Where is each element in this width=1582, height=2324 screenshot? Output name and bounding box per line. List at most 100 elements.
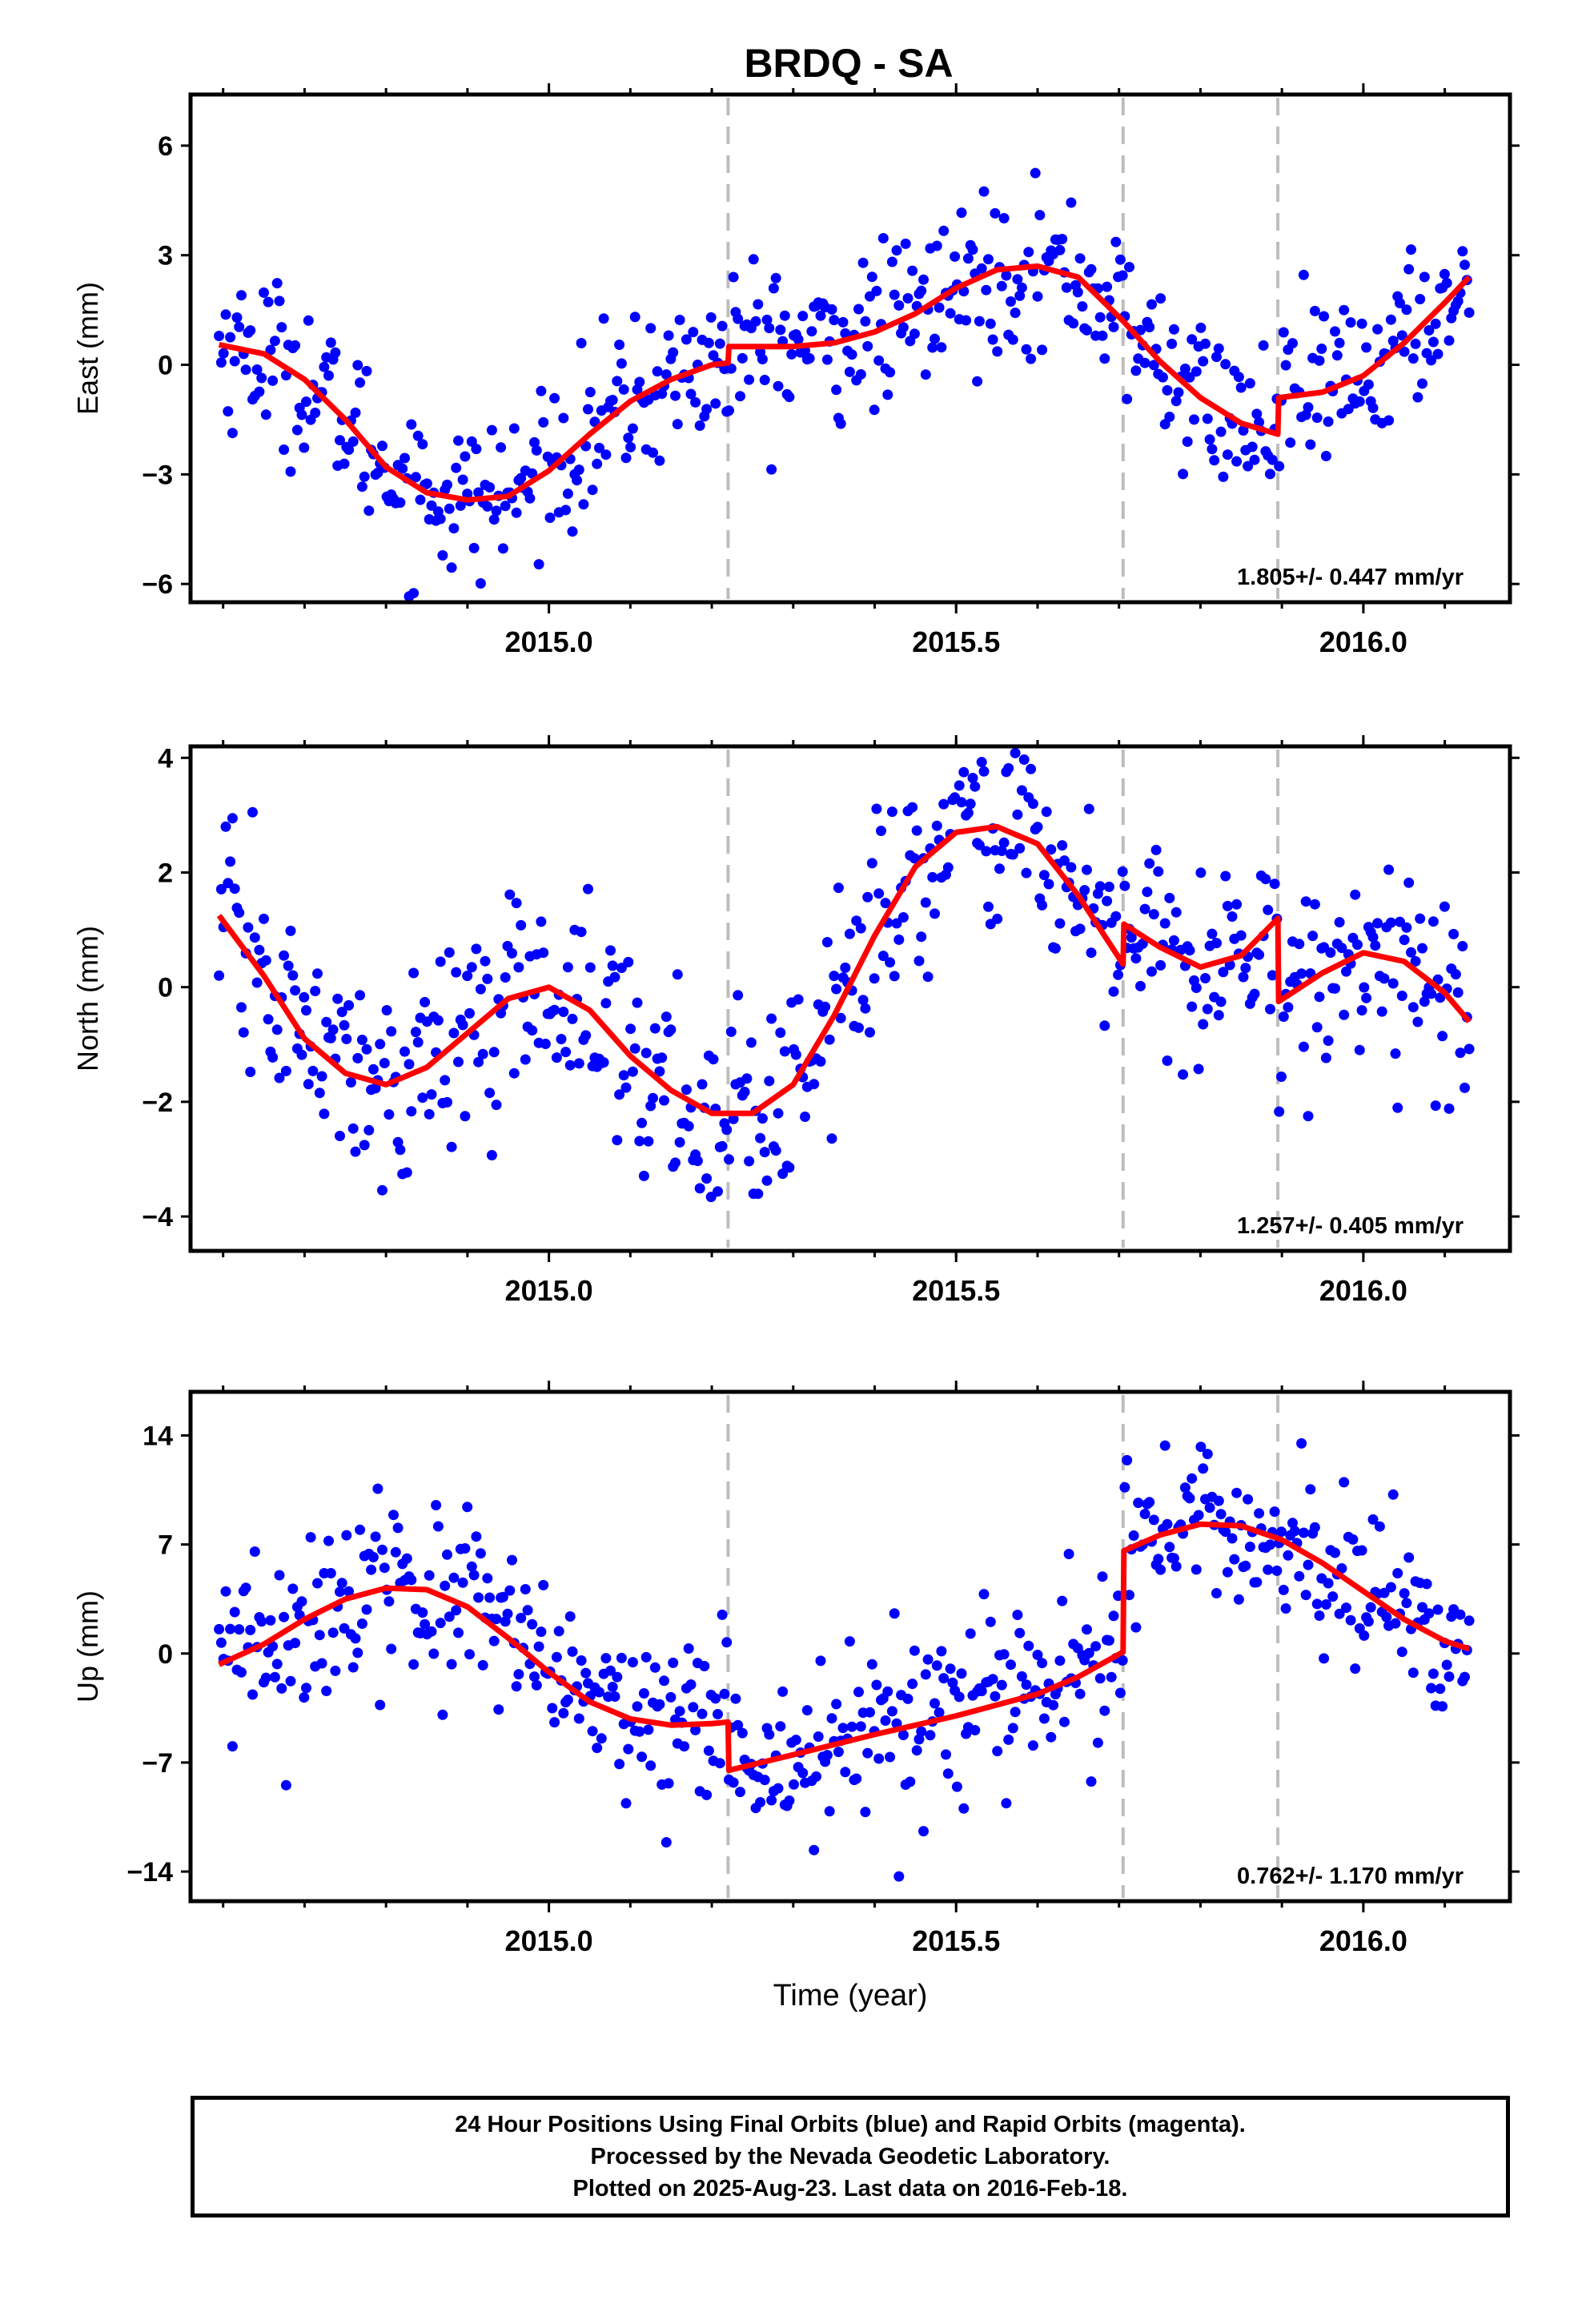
data-point bbox=[475, 578, 486, 589]
data-point bbox=[1233, 372, 1244, 383]
data-point bbox=[683, 1120, 694, 1132]
data-point bbox=[1157, 372, 1168, 383]
data-point bbox=[889, 971, 900, 982]
data-point bbox=[661, 1837, 672, 1848]
data-point bbox=[735, 391, 745, 402]
data-point bbox=[1170, 396, 1182, 407]
data-point bbox=[701, 404, 713, 415]
data-point bbox=[1114, 1687, 1126, 1699]
data-point bbox=[375, 1039, 386, 1050]
data-point bbox=[350, 1146, 361, 1157]
data-point bbox=[451, 462, 462, 473]
data-point bbox=[855, 1721, 866, 1732]
data-point bbox=[853, 1022, 864, 1033]
data-point bbox=[1254, 416, 1265, 428]
data-point bbox=[733, 1719, 744, 1731]
data-point bbox=[766, 464, 777, 475]
data-point bbox=[625, 1023, 636, 1035]
data-point bbox=[1108, 321, 1119, 332]
data-point bbox=[511, 898, 522, 909]
data-point bbox=[755, 1797, 766, 1807]
data-point bbox=[930, 333, 940, 344]
data-point bbox=[1179, 1482, 1191, 1494]
data-point bbox=[229, 356, 240, 367]
data-point bbox=[1082, 1624, 1092, 1635]
data-point bbox=[871, 1679, 882, 1691]
data-point bbox=[1274, 460, 1285, 472]
data-point bbox=[1186, 334, 1198, 345]
data-point bbox=[1330, 1547, 1340, 1558]
data-point bbox=[339, 1622, 350, 1634]
data-point bbox=[1309, 1522, 1320, 1533]
data-point bbox=[1430, 1100, 1441, 1112]
data-point bbox=[508, 1068, 520, 1079]
data-point bbox=[267, 1641, 279, 1652]
data-point bbox=[941, 1749, 951, 1760]
data-point bbox=[938, 225, 950, 236]
data-point bbox=[907, 265, 918, 276]
data-point bbox=[877, 951, 889, 962]
data-point bbox=[1345, 1614, 1356, 1626]
data-point bbox=[1066, 862, 1077, 873]
data-point bbox=[998, 1649, 1010, 1660]
data-point bbox=[1379, 973, 1390, 984]
data-point bbox=[573, 464, 584, 476]
data-point bbox=[265, 344, 276, 356]
data-point bbox=[768, 283, 779, 294]
data-point bbox=[488, 1635, 500, 1647]
data-point bbox=[1455, 1047, 1466, 1059]
data-point bbox=[1387, 1489, 1399, 1500]
data-point bbox=[417, 1607, 428, 1618]
data-point bbox=[967, 244, 978, 255]
data-point bbox=[1173, 387, 1184, 398]
data-point bbox=[1153, 866, 1164, 877]
data-point bbox=[1427, 916, 1439, 927]
data-point bbox=[974, 316, 985, 327]
data-point bbox=[274, 1570, 285, 1581]
data-point bbox=[1303, 1559, 1314, 1570]
data-point bbox=[1213, 1010, 1224, 1021]
data-point bbox=[587, 485, 598, 496]
data-point bbox=[1276, 1526, 1287, 1538]
data-point bbox=[562, 489, 573, 499]
data-point bbox=[1027, 798, 1038, 810]
data-point bbox=[784, 1795, 795, 1806]
data-point bbox=[567, 1013, 578, 1024]
data-point bbox=[893, 1871, 905, 1882]
data-point bbox=[1211, 938, 1222, 949]
data-point bbox=[424, 1570, 435, 1581]
data-point bbox=[1263, 904, 1274, 915]
plot-frame bbox=[188, 92, 1512, 605]
data-point bbox=[267, 1051, 279, 1063]
data-point bbox=[1319, 311, 1330, 322]
data-point bbox=[1249, 988, 1260, 999]
data-point bbox=[793, 334, 804, 345]
data-point bbox=[522, 1605, 533, 1616]
data-point bbox=[1103, 881, 1114, 892]
data-point bbox=[1016, 1671, 1027, 1682]
data-point bbox=[1323, 1035, 1334, 1046]
data-point bbox=[753, 1188, 764, 1200]
data-point bbox=[544, 513, 556, 523]
data-point bbox=[225, 856, 236, 867]
data-point bbox=[1016, 282, 1027, 293]
data-point bbox=[1309, 899, 1320, 910]
data-point bbox=[1421, 1578, 1432, 1590]
data-point bbox=[1464, 1043, 1475, 1055]
data-point bbox=[683, 1643, 694, 1654]
data-point bbox=[668, 347, 679, 358]
data-point bbox=[417, 1092, 428, 1104]
data-point bbox=[516, 919, 527, 931]
data-point bbox=[247, 806, 258, 818]
model-line bbox=[218, 1521, 1471, 1774]
data-point bbox=[227, 1741, 238, 1752]
data-point bbox=[739, 1087, 750, 1097]
data-point bbox=[1139, 357, 1150, 368]
data-point bbox=[1430, 318, 1441, 329]
model-line bbox=[216, 823, 1472, 1116]
data-point bbox=[1419, 996, 1430, 1007]
data-point bbox=[1274, 1106, 1285, 1117]
data-point bbox=[1059, 1716, 1070, 1727]
y-axis-label: East (mm) bbox=[71, 282, 104, 415]
data-point bbox=[627, 423, 638, 434]
